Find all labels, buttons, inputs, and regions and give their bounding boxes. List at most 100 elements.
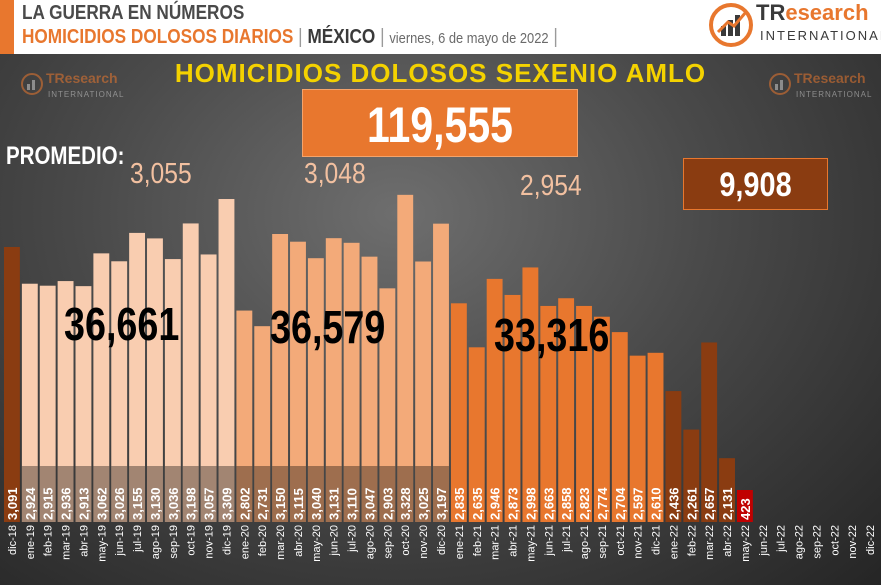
year-to-date-box: 9,908 [683,158,828,210]
bar-value-label: 3,130 [148,487,163,520]
x-tick-label: abr-20 [293,525,305,557]
bar-label-bg-may-20 [307,466,324,522]
bar-value-label: 2,936 [59,487,74,520]
bar-label-bg-nov-20 [415,466,432,522]
x-tick-label: may-19 [96,525,108,562]
bar-label-bg-oct-19 [182,466,199,522]
bar-value-label: 2,998 [523,487,538,520]
average-2020: 3,048 [304,158,366,190]
x-tick-label: jul-20 [347,525,359,553]
watermark-left-name: TResearch [46,70,118,86]
bar-feb-19 [39,285,56,522]
x-tick-label: jun-21 [543,525,555,557]
bar-value-label: 2,635 [470,487,485,520]
header-accent-stripe [0,0,14,54]
x-tick-label: nov-19 [204,525,216,559]
bar-label-bg-jun-19 [111,466,128,522]
bar-mar-19 [57,281,74,522]
brand-name: TResearch [756,0,869,26]
period-total-2021: 33,316 [494,309,610,361]
x-tick-label: oct-19 [186,525,198,556]
bar-mar-20 [272,234,289,522]
x-tick-label: feb-22 [686,525,698,556]
bar-value-label: 423 [738,498,753,520]
bar-label-bg-nov-19 [200,466,217,522]
bar-dic-18 [4,246,20,523]
period-total-2019: 36,661 [64,298,180,350]
bar-label-bg-jul-19 [129,466,146,522]
bar-nov-21 [629,355,646,522]
bar-dic-19 [218,199,235,522]
bar-value-label: 3,115 [291,488,306,520]
period-total-2020: 36,579 [270,301,386,353]
bar-value-label: 3,047 [362,487,377,520]
x-tick-label: dic-20 [436,525,448,555]
bar-value-label: 2,913 [76,487,91,520]
x-tick-label: oct-20 [400,525,412,556]
watermark-right-icon [769,73,791,95]
bar-label-bg-mar-20 [272,466,289,522]
bar-ene-20 [236,310,253,522]
bar-label-bg-abr-20 [290,466,306,522]
grand-total-box: 119,555 [302,89,578,157]
brand-name-initials: TR [756,0,786,25]
x-tick-label: nov-20 [418,525,430,559]
bar-jun-19 [111,261,128,522]
x-tick-label: ago-20 [364,525,376,559]
x-tick-label: nov-21 [633,525,645,559]
x-tick-label: jul-22 [776,525,788,553]
header-subtitle: HOMICIDIOS DOLOSOS DIARIOS | MÉXICO | vi… [22,26,558,49]
bar-label-bg-sep-19 [164,466,181,522]
bar-mar-21 [486,278,503,522]
header-separator-3: | [553,26,558,48]
bar-abr-19 [75,286,92,522]
bar-feb-22 [683,429,700,522]
bar-label-bg-feb-20 [254,466,271,522]
bar-label-bg-may-19 [93,466,110,522]
x-tick-label: mar-21 [490,525,502,560]
bar-label-bg-dic-20 [433,466,449,522]
bar-value-label: 3,131 [327,487,342,520]
x-tick-label: abr-21 [508,525,520,557]
bar-label-bg-jul-20 [343,466,360,522]
x-tick-label: abr-22 [722,525,734,557]
bar-sep-19 [164,259,181,522]
x-tick-label: may-20 [311,525,323,562]
bar-feb-20 [254,326,271,522]
header-separator-2: | [380,26,385,48]
promedio-label: PROMEDIO: [6,142,125,170]
bar-value-label: 3,150 [273,487,288,520]
bar-jul-21 [558,298,575,522]
bar-value-label: 2,610 [649,487,664,520]
x-tick-label: feb-19 [43,525,55,556]
bar-value-label: 3,197 [434,487,449,520]
brand-subtitle: INTERNATIONAL [760,28,881,43]
header-country: MÉXICO [307,26,376,48]
bar-dic-20 [433,223,449,522]
x-tick-label: jun-22 [758,525,770,557]
bar-value-label: 3,198 [184,487,199,520]
bar-value-label: 3,155 [130,487,145,520]
watermark-left-icon [21,73,43,95]
x-tick-label: mar-20 [275,525,287,560]
x-tick-label: ago-21 [579,525,591,559]
bar-ago-21 [576,305,592,522]
x-tick-label: may-21 [525,525,537,562]
watermark-right-sub: INTERNATIONAL [796,90,873,99]
brand-name-rest: esearch [785,0,869,25]
bar-value-label: 3,309 [219,487,234,520]
bar-may-20 [307,258,324,522]
bar-dic-21 [647,352,664,522]
brand-logo: TResearch INTERNATIONAL [708,0,881,52]
bar-value-label: 3,110 [345,488,360,520]
bar-oct-19 [182,223,199,522]
bar-label-bg-feb-19 [39,466,56,522]
bar-feb-21 [468,347,485,522]
x-tick-label: dic-18 [7,525,19,555]
average-2019: 3,055 [130,158,192,190]
x-tick-label: dic-19 [221,525,233,555]
bar-label-bg-sep-20 [379,466,396,522]
header-bar: LA GUERRA EN NÚMEROS HOMICIDIOS DOLOSOS … [0,0,881,54]
watermark-left: TResearch INTERNATIONAL [20,68,123,108]
chart-title: HOMICIDIOS DOLOSOS SEXENIO AMLO [174,58,707,88]
